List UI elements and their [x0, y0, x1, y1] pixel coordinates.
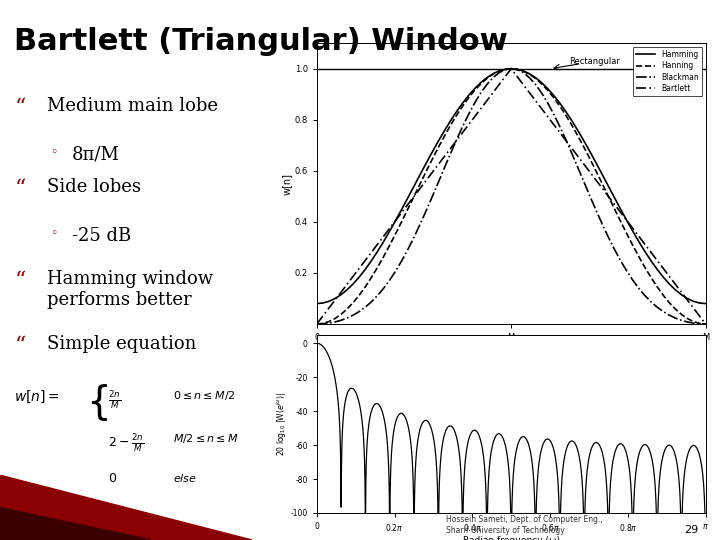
Text: 8π/M: 8π/M — [72, 146, 120, 164]
Hamming — [653, 266, 662, 272]
Text: ◦: ◦ — [50, 227, 58, 240]
X-axis label: Radian frequency (ω): Radian frequency (ω) — [463, 536, 559, 540]
Blackman — [689, 320, 698, 326]
Text: Hossein Sameti, Dept. of Computer Eng.,
Sharif University of Technology: Hossein Sameti, Dept. of Computer Eng., … — [446, 515, 603, 535]
Text: Simple equation: Simple equation — [47, 335, 196, 353]
Blackman — [428, 193, 436, 200]
Text: $0$: $0$ — [108, 472, 117, 485]
Polygon shape — [0, 508, 151, 540]
Text: $else$: $else$ — [173, 472, 197, 484]
Hamming — [507, 65, 516, 72]
Text: 29: 29 — [684, 524, 698, 535]
Bartlett — [653, 257, 662, 264]
Text: Bartlett (Triangular) Window: Bartlett (Triangular) Window — [14, 27, 508, 56]
Polygon shape — [0, 475, 252, 540]
Hanning — [507, 65, 516, 72]
Hamming — [404, 194, 413, 201]
Text: “: “ — [14, 270, 26, 292]
Hamming — [312, 300, 321, 307]
Hamming — [477, 79, 485, 86]
Text: Hamming window
performs better: Hamming window performs better — [47, 270, 213, 309]
Text: -25 dB: -25 dB — [72, 227, 131, 245]
Text: Side lobes: Side lobes — [47, 178, 141, 196]
Hamming — [701, 300, 710, 307]
Y-axis label: w[n]: w[n] — [282, 173, 292, 194]
Line: Hanning: Hanning — [317, 69, 706, 324]
Text: $M/2 \leq n \leq M$: $M/2 \leq n \leq M$ — [173, 432, 238, 445]
Hanning — [312, 321, 321, 327]
Bartlett — [404, 201, 413, 207]
Text: $\frac{2n}{M}$: $\frac{2n}{M}$ — [108, 389, 121, 411]
Text: {: { — [86, 383, 111, 421]
Text: $w[n]=$: $w[n]=$ — [14, 389, 60, 405]
Blackman — [404, 246, 413, 253]
Bartlett — [312, 321, 321, 327]
Blackman — [312, 321, 321, 327]
Bartlett — [701, 321, 710, 327]
Hamming — [689, 298, 698, 305]
Hanning — [519, 68, 528, 75]
Text: “: “ — [14, 97, 26, 119]
Text: $2-\frac{2n}{M}$: $2-\frac{2n}{M}$ — [108, 432, 145, 454]
Bartlett — [507, 65, 516, 72]
Hanning — [477, 80, 485, 87]
Blackman — [507, 65, 516, 72]
Blackman — [653, 304, 662, 310]
Text: $0 \leq n \leq M/2$: $0 \leq n \leq M/2$ — [173, 389, 235, 402]
Text: Rectangular: Rectangular — [570, 57, 621, 66]
Text: “: “ — [14, 178, 26, 200]
Text: ◦: ◦ — [50, 146, 58, 159]
Text: Medium main lobe: Medium main lobe — [47, 97, 218, 115]
Bartlett — [477, 105, 485, 112]
Hamming — [428, 149, 436, 156]
Hanning — [689, 318, 698, 325]
Bartlett — [689, 305, 698, 311]
Blackman — [701, 321, 710, 327]
Line: Blackman: Blackman — [317, 69, 706, 324]
Hanning — [701, 321, 710, 327]
Hanning — [428, 156, 436, 163]
Line: Hamming: Hamming — [317, 69, 706, 303]
Hanning — [404, 206, 413, 212]
Line: Bartlett: Bartlett — [317, 69, 706, 324]
Y-axis label: 20 log$_{10}$ |W($e^{j\omega}$)|: 20 log$_{10}$ |W($e^{j\omega}$)| — [275, 392, 289, 456]
Bartlett — [428, 169, 436, 176]
Bartlett — [519, 82, 528, 88]
Hamming — [519, 68, 528, 74]
Text: “: “ — [14, 335, 26, 357]
Legend: Hamming, Hanning, Blackman, Bartlett: Hamming, Hanning, Blackman, Bartlett — [633, 47, 702, 96]
Hanning — [653, 284, 662, 290]
Blackman — [519, 70, 528, 76]
Blackman — [477, 90, 485, 96]
